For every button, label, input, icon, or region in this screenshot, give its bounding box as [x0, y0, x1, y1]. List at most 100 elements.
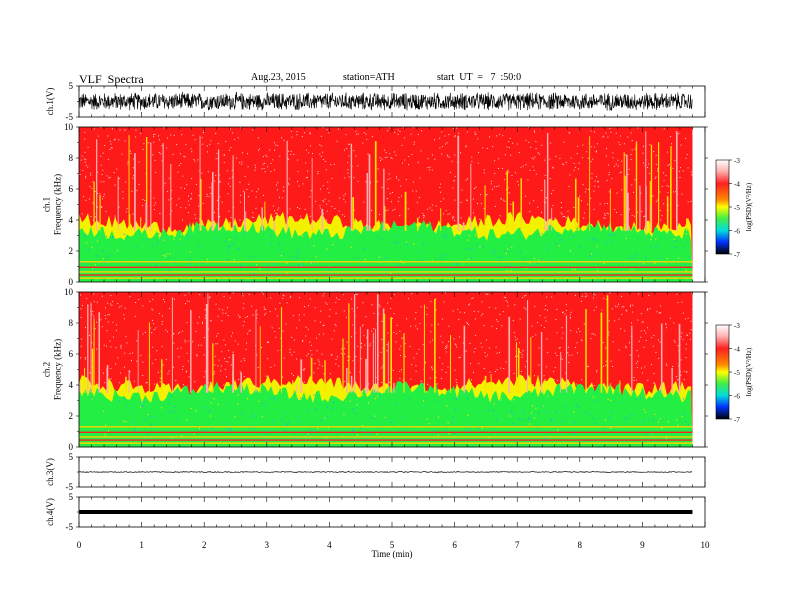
- ch2-spectrogram-speckle: [690, 320, 692, 322]
- ch2-spectrogram-speckle: [418, 348, 420, 350]
- ch2-spectrogram-speckle: [338, 299, 340, 301]
- ch2-spectrogram-speckle: [188, 292, 190, 294]
- ch2-spectrogram-speck: [225, 427, 227, 430]
- ch1-spectrogram-speckle: [180, 207, 182, 209]
- ch1-spectrogram-speckle: [298, 185, 300, 187]
- ch2-spectrogram-speckle: [576, 331, 578, 333]
- ch2-spectrogram-speckle: [472, 371, 474, 373]
- ch2-spectrogram-speck: [169, 411, 171, 414]
- ch1-spectrogram-speckle: [617, 165, 619, 167]
- ch2-spectrogram-speckle: [575, 347, 577, 349]
- ch2-spectrogram-speck: [268, 430, 270, 432]
- ch1-spectrogram-speckle: [489, 136, 491, 138]
- ch2-spectrogram-speckle: [263, 306, 265, 308]
- ch1-spectrogram-speckle: [623, 143, 625, 145]
- ch1-spectrogram-speckle: [591, 173, 593, 175]
- ch2-spectrogram-speck: [261, 415, 263, 418]
- ch2-spectrogram-speckle: [489, 371, 491, 373]
- ch1-spectrogram-speck: [377, 236, 379, 238]
- ch2-spectrogram-speckle: [655, 351, 657, 353]
- ch2-spectrogram-speckle: [223, 384, 225, 386]
- ch1-spectrogram-speckle: [598, 186, 600, 188]
- ch2-spectrogram-speck: [161, 407, 163, 409]
- ch2-spectrogram-speckle: [637, 319, 639, 321]
- ch2-spectrogram-speckle: [556, 308, 558, 310]
- ch2-spectrogram-speckle: [620, 328, 622, 330]
- ch1-spectrogram-speckle: [663, 128, 665, 130]
- ch2-spectrogram-speckle: [318, 361, 320, 363]
- ch1-spectrogram-speckle: [447, 155, 449, 157]
- ch2-spectrogram-speck: [574, 421, 576, 423]
- ch2-spectrogram-speck: [234, 416, 236, 418]
- ch2-spectrogram-speck: [627, 416, 629, 419]
- ch2-spectrogram-speckle: [674, 341, 676, 343]
- ch1-spectrogram-speckle: [533, 200, 535, 202]
- ch1-spectrogram-speckle: [168, 177, 170, 179]
- ch2-spectrogram-speckle: [126, 342, 128, 344]
- ch1-spectrogram-speckle: [528, 127, 530, 129]
- ch1-waveform-ylabel-line: ch.1(V): [45, 88, 55, 116]
- ch2-spectrogram-speckle: [683, 370, 685, 372]
- ch1-spectrogram-speckle: [595, 151, 597, 153]
- ch2-spectrogram-speckle: [568, 354, 570, 356]
- ch1-spectrogram-speckle: [106, 175, 108, 177]
- ch1-spectrogram-speck: [189, 258, 191, 260]
- ch2-spectrogram-speckle: [689, 338, 691, 340]
- ch1-spectrogram-speckle: [357, 180, 359, 182]
- ch2-spectrogram-speck: [134, 428, 136, 431]
- start-time-label: start UT = 7 :50:0: [437, 72, 522, 83]
- ch1-spectrogram-speckle: [197, 159, 199, 161]
- ch2-spectrogram-speckle: [345, 316, 347, 318]
- ch1-spectrogram-speckle: [606, 202, 608, 204]
- ch1-spectrogram-speck: [199, 247, 201, 249]
- ch1-spectrogram-speckle: [649, 144, 651, 146]
- ch2-spectrogram-speck: [437, 400, 439, 402]
- ch1-spectrogram-speck: [233, 258, 235, 261]
- ch2-spectrogram-speckle: [525, 294, 527, 296]
- ch1-spectrogram-speckle: [125, 181, 127, 183]
- ch2-spectrogram-speckle: [362, 324, 364, 326]
- ch1-spectrogram-speckle: [230, 216, 232, 218]
- ch1-spectrogram-speckle: [344, 215, 346, 217]
- ch1-spectrogram-speckle: [568, 131, 570, 133]
- ch1-spectrogram-speck: [572, 269, 574, 271]
- ch2-spectrogram-speckle: [362, 325, 364, 327]
- ch1-spectrogram-speckle: [559, 157, 561, 159]
- ch1-spectrogram-speck: [506, 269, 508, 272]
- ch1-spectrogram-speckle: [83, 196, 85, 198]
- ch1-spectrogram-speckle: [331, 177, 333, 179]
- ch2-spectrogram-speckle: [195, 330, 197, 332]
- ch2-spectrogram-speckle: [481, 301, 483, 303]
- ch2-spectrogram-speck: [496, 418, 498, 421]
- ch2-spectrogram-speckle: [222, 312, 224, 314]
- ch1-spectrogram-speckle: [657, 199, 659, 201]
- ch1-spectrogram-speckle: [84, 161, 86, 163]
- ch1-spectrogram-speck: [234, 236, 236, 239]
- ch2-spectrogram-speckle: [488, 347, 490, 349]
- ch1-spectrogram-speckle: [192, 134, 194, 136]
- ch2-spectrogram-speckle: [271, 327, 273, 329]
- ch1-spectrogram-speckle: [183, 155, 185, 157]
- ch2-spectrogram-speckle: [577, 328, 579, 330]
- ch2-spectrogram-speck: [384, 417, 386, 419]
- ch2-spectrogram-speckle: [422, 344, 424, 346]
- ch1-spectrogram-speckle: [275, 144, 277, 146]
- ch1-spectrogram-speckle: [290, 153, 292, 155]
- ch1-spectrogram-speckle: [502, 135, 504, 137]
- ch2-spectrogram-speckle: [454, 369, 456, 371]
- ch2-spectrogram-speckle: [407, 298, 409, 300]
- ch2-spectrogram-speck: [148, 434, 150, 436]
- ch1-spectrogram-speckle: [188, 204, 190, 206]
- xtick-label: 1: [139, 540, 144, 550]
- ch1-spectrogram-speckle: [170, 134, 172, 136]
- ch1-spectrogram-speckle: [666, 151, 668, 153]
- ch1-spectrogram-speckle: [90, 174, 92, 176]
- ch1-spectrogram-speckle: [308, 152, 310, 154]
- ch2-spectrogram-speckle: [317, 359, 319, 361]
- ch1-spectrogram-speckle: [227, 193, 229, 195]
- ch1-spectrogram-speckle: [446, 142, 448, 144]
- ch2-spectrogram-speckle: [310, 356, 312, 358]
- ch2-spectrogram-speck: [428, 422, 430, 425]
- ch1-spectrogram-speck: [315, 256, 317, 258]
- ch2-spectrogram-speck: [612, 425, 614, 427]
